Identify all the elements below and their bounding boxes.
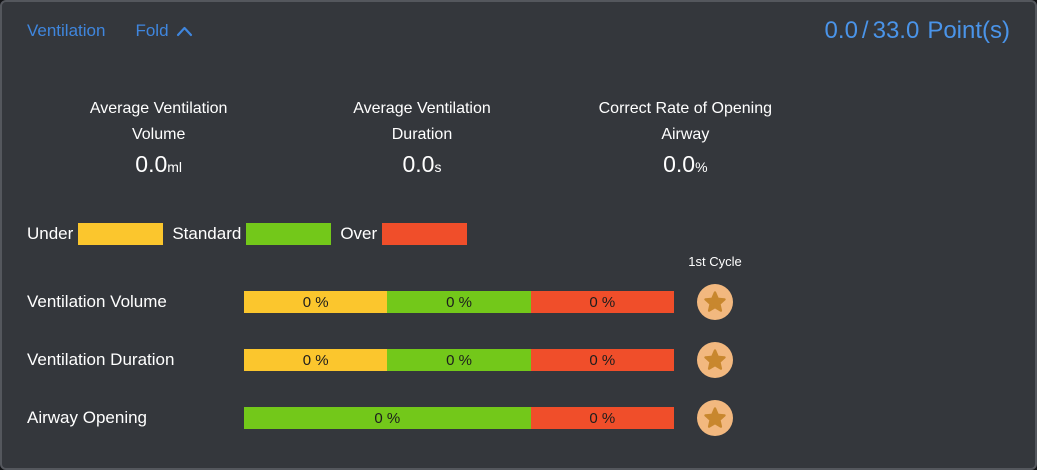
stat-title-line1: Average Ventilation <box>353 100 491 117</box>
legend-label-under: Under <box>27 224 74 243</box>
stat-unit: % <box>695 159 708 175</box>
page-title: Ventilation <box>27 21 106 40</box>
bar-segment-standard: 0 % <box>387 291 531 313</box>
legend-swatch-under <box>78 223 164 245</box>
legend: Under Standard Over <box>27 222 1010 246</box>
legend-label-standard: Standard <box>172 224 242 243</box>
fold-toggle-label: Fold <box>135 21 169 40</box>
bar-row-label: Ventilation Volume <box>27 292 167 311</box>
bar-segment-over: 0 % <box>530 291 674 313</box>
stat-average-ventilation-volume: Average Ventilation Volume 0.0ml <box>27 96 290 178</box>
panel-header: Ventilation Fold 0.0/33.0 Point(s) <box>27 16 1010 46</box>
bar-row-ventilation-duration: Ventilation Duration 0 % 0 % 0 % <box>27 342 1010 378</box>
bar-segment-standard: 0 % <box>387 349 531 371</box>
bar-track: 0 % 0 % <box>244 407 674 429</box>
stat-value: 0.0s <box>402 151 442 177</box>
stat-title-line2: Airway <box>661 126 710 143</box>
bar-row-ventilation-volume: Ventilation Volume 0 % 0 % 0 % <box>27 284 1010 320</box>
legend-label-over: Over <box>340 224 378 243</box>
bar-segment-under: 0 % <box>244 349 388 371</box>
score-current: 0.0 <box>824 17 858 44</box>
stat-title-line2: Duration <box>391 126 453 143</box>
star-icon <box>697 342 733 378</box>
stat-title-line1: Correct Rate of Opening <box>598 100 773 117</box>
bar-row-airway-opening: Airway Opening 0 % 0 % <box>27 400 1010 436</box>
stat-value: 0.0ml <box>135 151 183 177</box>
legend-swatch-standard <box>246 223 332 245</box>
star-icon <box>697 284 733 320</box>
stats-row: Average Ventilation Volume 0.0ml Average… <box>27 96 817 178</box>
bar-track: 0 % 0 % 0 % <box>244 291 674 313</box>
stat-title-line1: Average Ventilation <box>89 100 228 117</box>
bar-segment-standard: 0 % <box>244 407 531 429</box>
score-separator: / <box>861 17 869 44</box>
bar-segment-over: 0 % <box>530 349 674 371</box>
chevron-up-icon <box>176 26 192 36</box>
bar-track: 0 % 0 % 0 % <box>244 349 674 371</box>
legend-swatch-over <box>382 223 468 245</box>
bar-row-label: Airway Opening <box>27 408 148 427</box>
panel-header-left: Ventilation Fold <box>27 21 193 41</box>
stat-title-line2: Volume <box>131 126 186 143</box>
score-total: 33.0 <box>872 17 920 44</box>
bar-segment-over: 0 % <box>530 407 674 429</box>
stat-value: 0.0% <box>663 151 708 177</box>
cycle-column-header: 1st Cycle <box>688 254 742 269</box>
score-display: 0.0/33.0 Point(s) <box>825 17 1010 45</box>
stat-unit: ml <box>167 159 183 175</box>
stat-unit: s <box>434 159 442 175</box>
score-unit: Point(s) <box>927 17 1010 44</box>
star-icon <box>697 400 733 436</box>
fold-toggle[interactable]: Fold <box>135 21 192 41</box>
stat-correct-rate-opening-airway: Correct Rate of Opening Airway 0.0% <box>554 96 817 178</box>
bar-row-label: Ventilation Duration <box>27 350 175 369</box>
bar-segment-under: 0 % <box>244 291 388 313</box>
stat-average-ventilation-duration: Average Ventilation Duration 0.0s <box>290 96 553 178</box>
